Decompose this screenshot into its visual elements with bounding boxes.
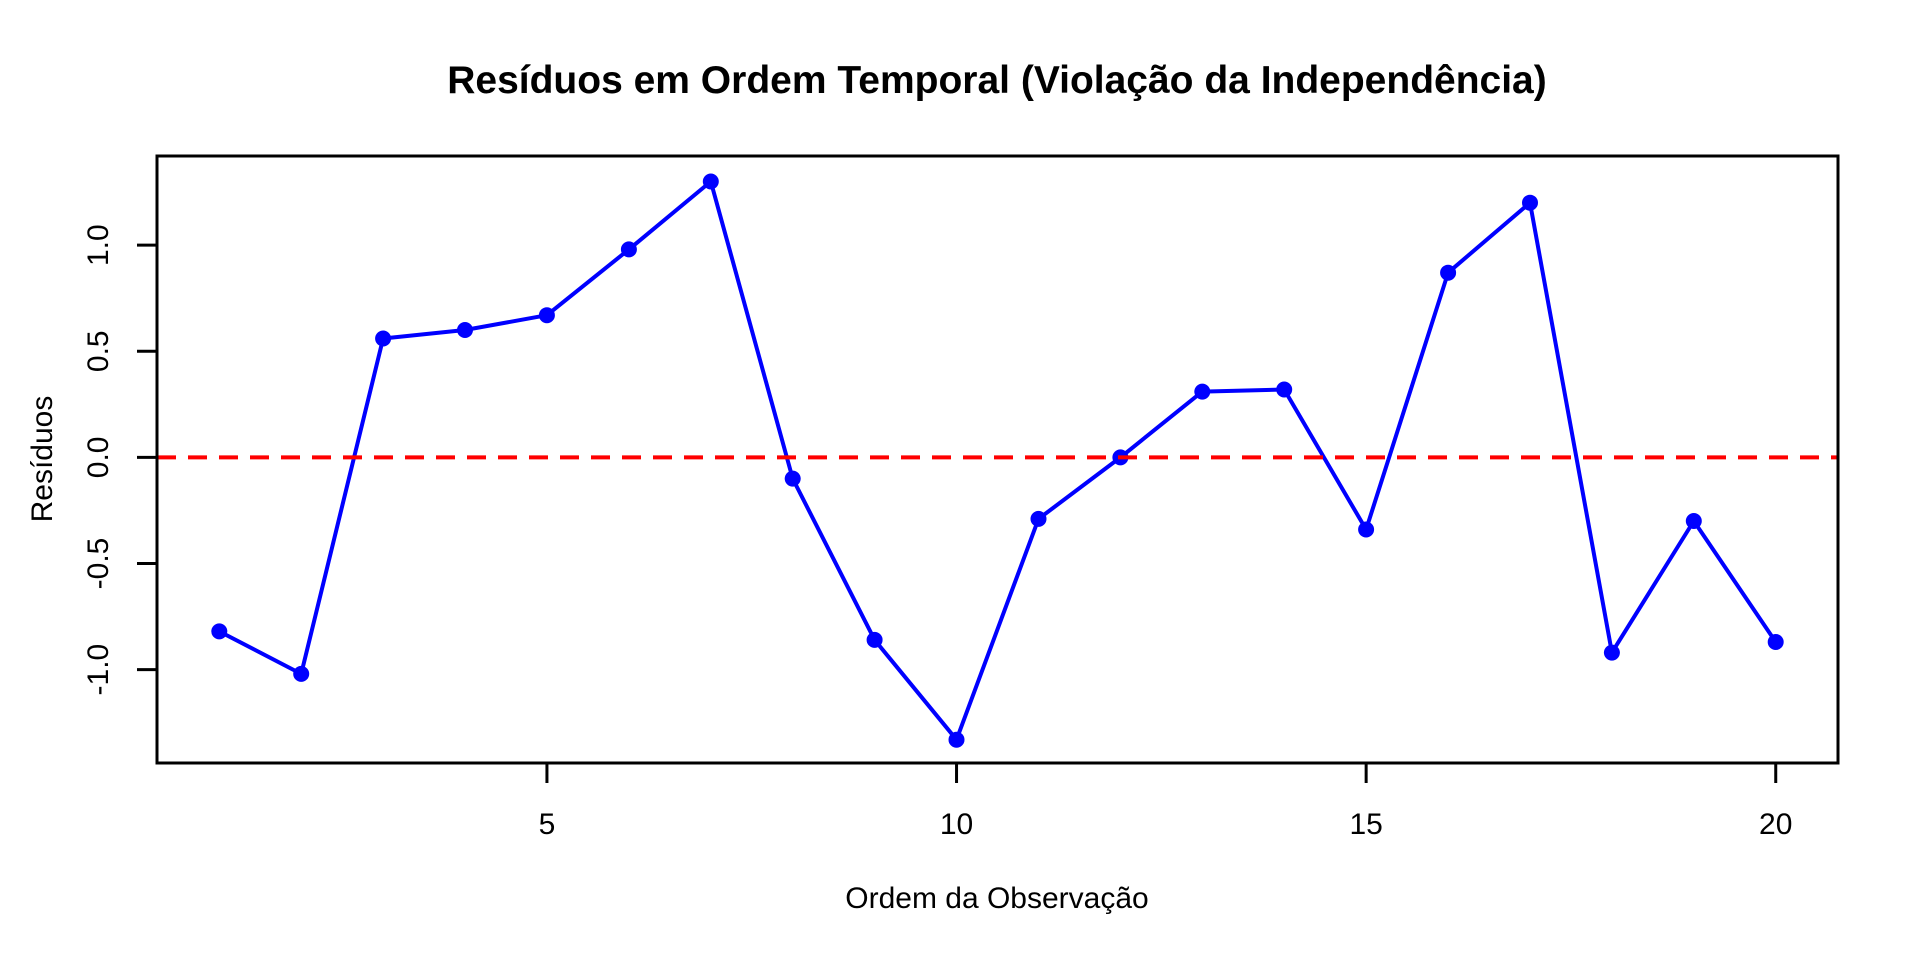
data-point [702, 173, 719, 190]
data-point [1767, 634, 1784, 650]
y-tick-label: 0.0 [82, 437, 115, 479]
y-tick-label: 0.5 [82, 330, 115, 372]
x-tick-label: 20 [1759, 808, 1792, 841]
data-point [1030, 510, 1047, 527]
y-tick-label: -1.0 [82, 644, 115, 696]
chart-title: Resíduos em Ordem Temporal (Violação da … [447, 59, 1547, 102]
data-point [784, 470, 801, 487]
y-axis-title: Resíduos [26, 396, 59, 523]
data-point [948, 731, 965, 748]
data-point [620, 241, 637, 258]
y-tick-label: 1.0 [82, 224, 115, 266]
data-point [293, 665, 310, 682]
data-point [1358, 521, 1375, 538]
x-tick-label: 10 [940, 808, 973, 841]
data-point [1603, 644, 1620, 661]
data-point [1522, 194, 1538, 211]
data-point [1440, 264, 1457, 281]
residual-line-series [217, 179, 1778, 742]
data-point [1276, 381, 1293, 398]
x-tick-label: 15 [1349, 808, 1382, 841]
data-point [211, 623, 228, 640]
x-tick-label: 5 [539, 808, 556, 841]
plot-area: 5 10 15 20 -1.0 -0.5 0.0 0.5 1.0 [82, 154, 1840, 841]
y-tick-label: -0.5 [82, 538, 115, 590]
data-point [1685, 513, 1702, 529]
data-point [457, 322, 473, 338]
data-point [375, 330, 392, 347]
data-point [538, 307, 555, 324]
plot-border [155, 154, 1840, 765]
x-axis-title: Ordem da Observação [845, 882, 1148, 915]
data-point [1194, 383, 1211, 400]
data-point [866, 631, 883, 648]
